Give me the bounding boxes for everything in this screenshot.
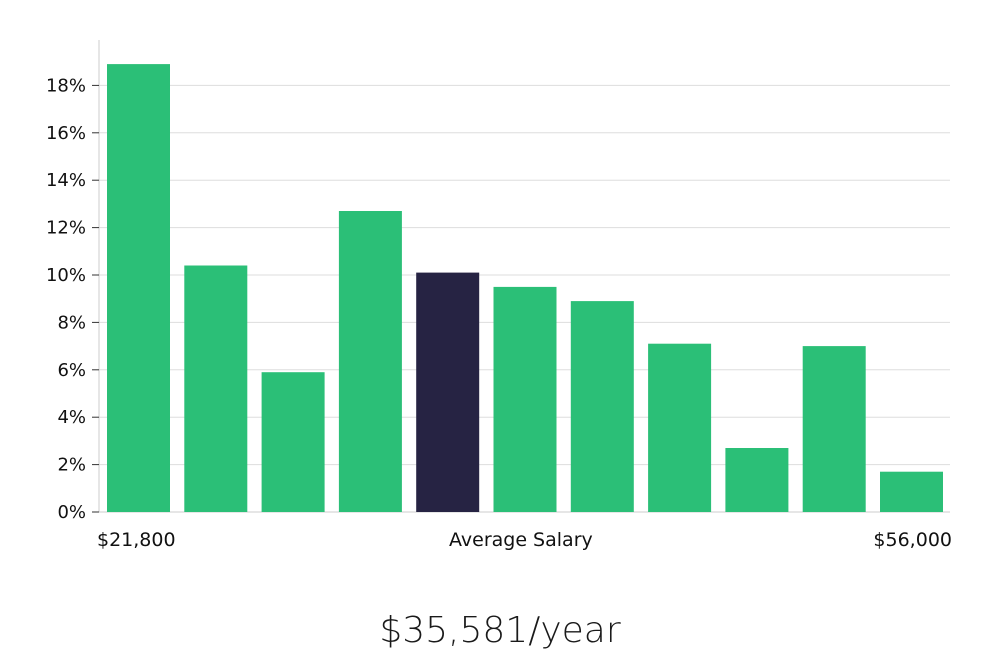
y-tick-label: 6%: [57, 360, 86, 381]
y-axis-ticks: 0% 2% 4% 6% 8% 10% 12% 14% 16% 18%: [46, 75, 99, 523]
bar: [107, 64, 170, 512]
y-tick-label: 4%: [57, 407, 86, 428]
bar: [338, 211, 402, 512]
x-axis-center-label: Average Salary: [449, 529, 593, 551]
bar: [493, 286, 557, 512]
bar: [880, 471, 943, 512]
bar-highlighted: [416, 272, 480, 512]
y-tick-label: 8%: [57, 312, 86, 333]
y-tick-label: 16%: [46, 123, 86, 144]
x-axis-max-label: $56,000: [873, 529, 952, 551]
salary-distribution-chart: 0% 2% 4% 6% 8% 10% 12% 14% 16% 18%: [46, 40, 950, 523]
bar: [184, 265, 248, 512]
y-tick-label: 18%: [46, 75, 86, 96]
average-salary-value: $35,581/year: [379, 610, 621, 651]
bars: [107, 64, 943, 512]
bar: [725, 448, 789, 512]
bar: [648, 343, 712, 512]
x-axis-min-label: $21,800: [97, 529, 176, 551]
bar: [570, 301, 634, 512]
y-tick-label: 12%: [46, 218, 86, 239]
bar: [261, 372, 325, 512]
y-tick-label: 14%: [46, 170, 86, 191]
bar: [802, 346, 866, 512]
y-tick-label: 2%: [57, 455, 86, 476]
y-tick-label: 10%: [46, 265, 86, 286]
y-tick-label: 0%: [57, 502, 86, 523]
